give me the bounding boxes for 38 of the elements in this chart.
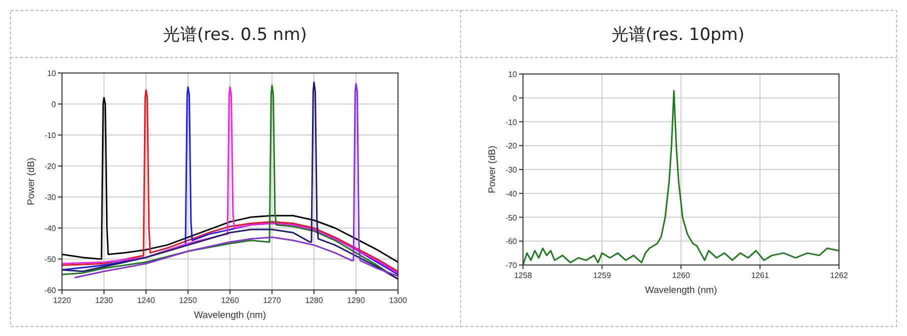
y-tick-label: -30 bbox=[505, 166, 518, 174]
y-tick-label: -70 bbox=[505, 261, 518, 270]
x-tick-label: 1220 bbox=[53, 296, 72, 305]
y-tick-label: -50 bbox=[44, 255, 57, 264]
y-axis-title: Power (dB) bbox=[487, 146, 498, 194]
x-tick-label: 1250 bbox=[179, 296, 198, 305]
x-tick-label: 1260 bbox=[672, 271, 690, 280]
x-tick-label: 1260 bbox=[221, 296, 240, 305]
x-axis-title: Wavelength (nm) bbox=[194, 310, 266, 321]
y-tick-label: -30 bbox=[44, 193, 57, 202]
x-tick-label: 1300 bbox=[389, 296, 408, 305]
y-tick-label: -10 bbox=[44, 131, 57, 140]
y-tick-label: 0 bbox=[52, 100, 57, 109]
line-series bbox=[522, 90, 840, 266]
x-tick-label: 1259 bbox=[593, 271, 612, 280]
x-tick-label: 1258 bbox=[514, 271, 532, 280]
y-axis-title: Power (dB) bbox=[26, 158, 37, 206]
y-tick-label: -40 bbox=[505, 189, 518, 198]
x-tick-label: 1270 bbox=[263, 296, 282, 305]
y-tick-label: -20 bbox=[505, 142, 518, 151]
x-tick-label: 1290 bbox=[347, 296, 366, 305]
y-tick-label: 0 bbox=[512, 94, 518, 103]
y-tick-label: 10 bbox=[47, 69, 57, 78]
chart-title: 光谱(res. 0.5 nm) bbox=[163, 25, 307, 45]
y-tick-label: -60 bbox=[44, 286, 57, 295]
y-tick-label: -50 bbox=[505, 213, 518, 222]
y-tick-label: -40 bbox=[44, 224, 57, 233]
y-tick-label: -20 bbox=[44, 162, 57, 171]
x-tick-label: 1240 bbox=[137, 296, 156, 305]
x-tick-label: 1230 bbox=[95, 296, 114, 305]
y-tick-label: 10 bbox=[508, 70, 518, 79]
y-tick-label: -60 bbox=[505, 237, 518, 246]
y-tick-label: -10 bbox=[505, 118, 518, 127]
x-axis-title: Wavelength (nm) bbox=[645, 285, 717, 296]
chart-title: 光谱(res. 10pm) bbox=[612, 25, 744, 45]
x-tick-label: 1261 bbox=[751, 271, 770, 280]
x-tick-label: 1262 bbox=[830, 271, 848, 280]
x-tick-label: 1280 bbox=[305, 296, 324, 305]
